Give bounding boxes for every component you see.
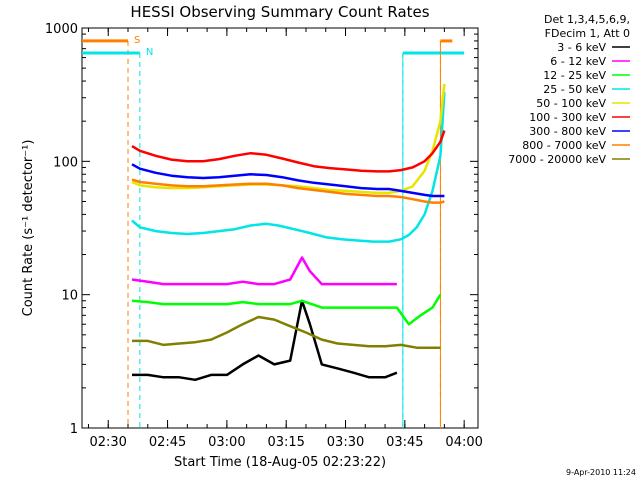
- series-line: [131, 178, 445, 204]
- axis-ticks: [82, 27, 478, 429]
- x-tick-label: 03:30: [327, 435, 364, 450]
- x-tick-label: 03:00: [208, 435, 245, 450]
- legend-entry-label: 300 - 800 keV: [529, 125, 606, 138]
- legend-entry-label: 3 - 6 keV: [557, 41, 606, 54]
- y-tick-label: 1: [70, 422, 78, 437]
- series-line: [131, 130, 446, 173]
- chart-title: HESSI Observing Summary Count Rates: [130, 3, 429, 21]
- y-tick-label: 100: [53, 155, 78, 170]
- series-line: [131, 163, 445, 198]
- series-line: [131, 256, 397, 286]
- y-tick-label: 1000: [45, 22, 78, 37]
- legend-entry-label: 100 - 300 keV: [529, 111, 606, 124]
- series-line: [131, 294, 442, 326]
- legend-entry-label: 800 - 7000 keV: [522, 139, 606, 152]
- legend-header: Det 1,3,4,5,6,9,: [544, 13, 630, 26]
- legend-entry-label: 12 - 25 keV: [543, 69, 606, 82]
- attenuator-markers: SN: [82, 35, 465, 428]
- legend-entry-label: 50 - 100 keV: [536, 97, 606, 110]
- legend-entry-label: 7000 - 20000 keV: [508, 153, 606, 166]
- series-lines: [131, 83, 446, 382]
- x-tick-label: 02:30: [89, 435, 126, 450]
- y-tick-label: 10: [61, 289, 78, 304]
- series-line: [132, 299, 398, 382]
- legend-entry-label: 25 - 50 keV: [543, 83, 606, 96]
- legend-entry-label: 6 - 12 keV: [550, 55, 606, 68]
- x-tick-label: 03:45: [386, 435, 423, 450]
- x-axis-label: Start Time (18-Aug-05 02:23:22): [174, 455, 386, 470]
- x-tick-label: 03:15: [267, 435, 304, 450]
- x-tick-label: 02:45: [149, 435, 186, 450]
- series-line: [131, 83, 446, 195]
- timestamp: 9-Apr-2010 11:24: [566, 468, 636, 477]
- plot-frame: [81, 27, 479, 429]
- legend-header: FDecim 1, Att 0: [545, 27, 630, 40]
- series-line: [132, 315, 441, 349]
- x-tick-label: 04:00: [445, 435, 482, 450]
- y-axis-label: Count Rate (s⁻¹ detector⁻¹): [21, 140, 36, 317]
- legend: Det 1,3,4,5,6,9,FDecim 1, Att 03 - 6 keV…: [508, 13, 630, 166]
- marker-label: N: [146, 47, 153, 58]
- marker-label: S: [134, 35, 140, 46]
- tick-labels: 02:30 02:45 03:00 03:15 03:30 03:45 04:00 1 10 10…: [45, 22, 483, 450]
- series-line: [131, 92, 446, 243]
